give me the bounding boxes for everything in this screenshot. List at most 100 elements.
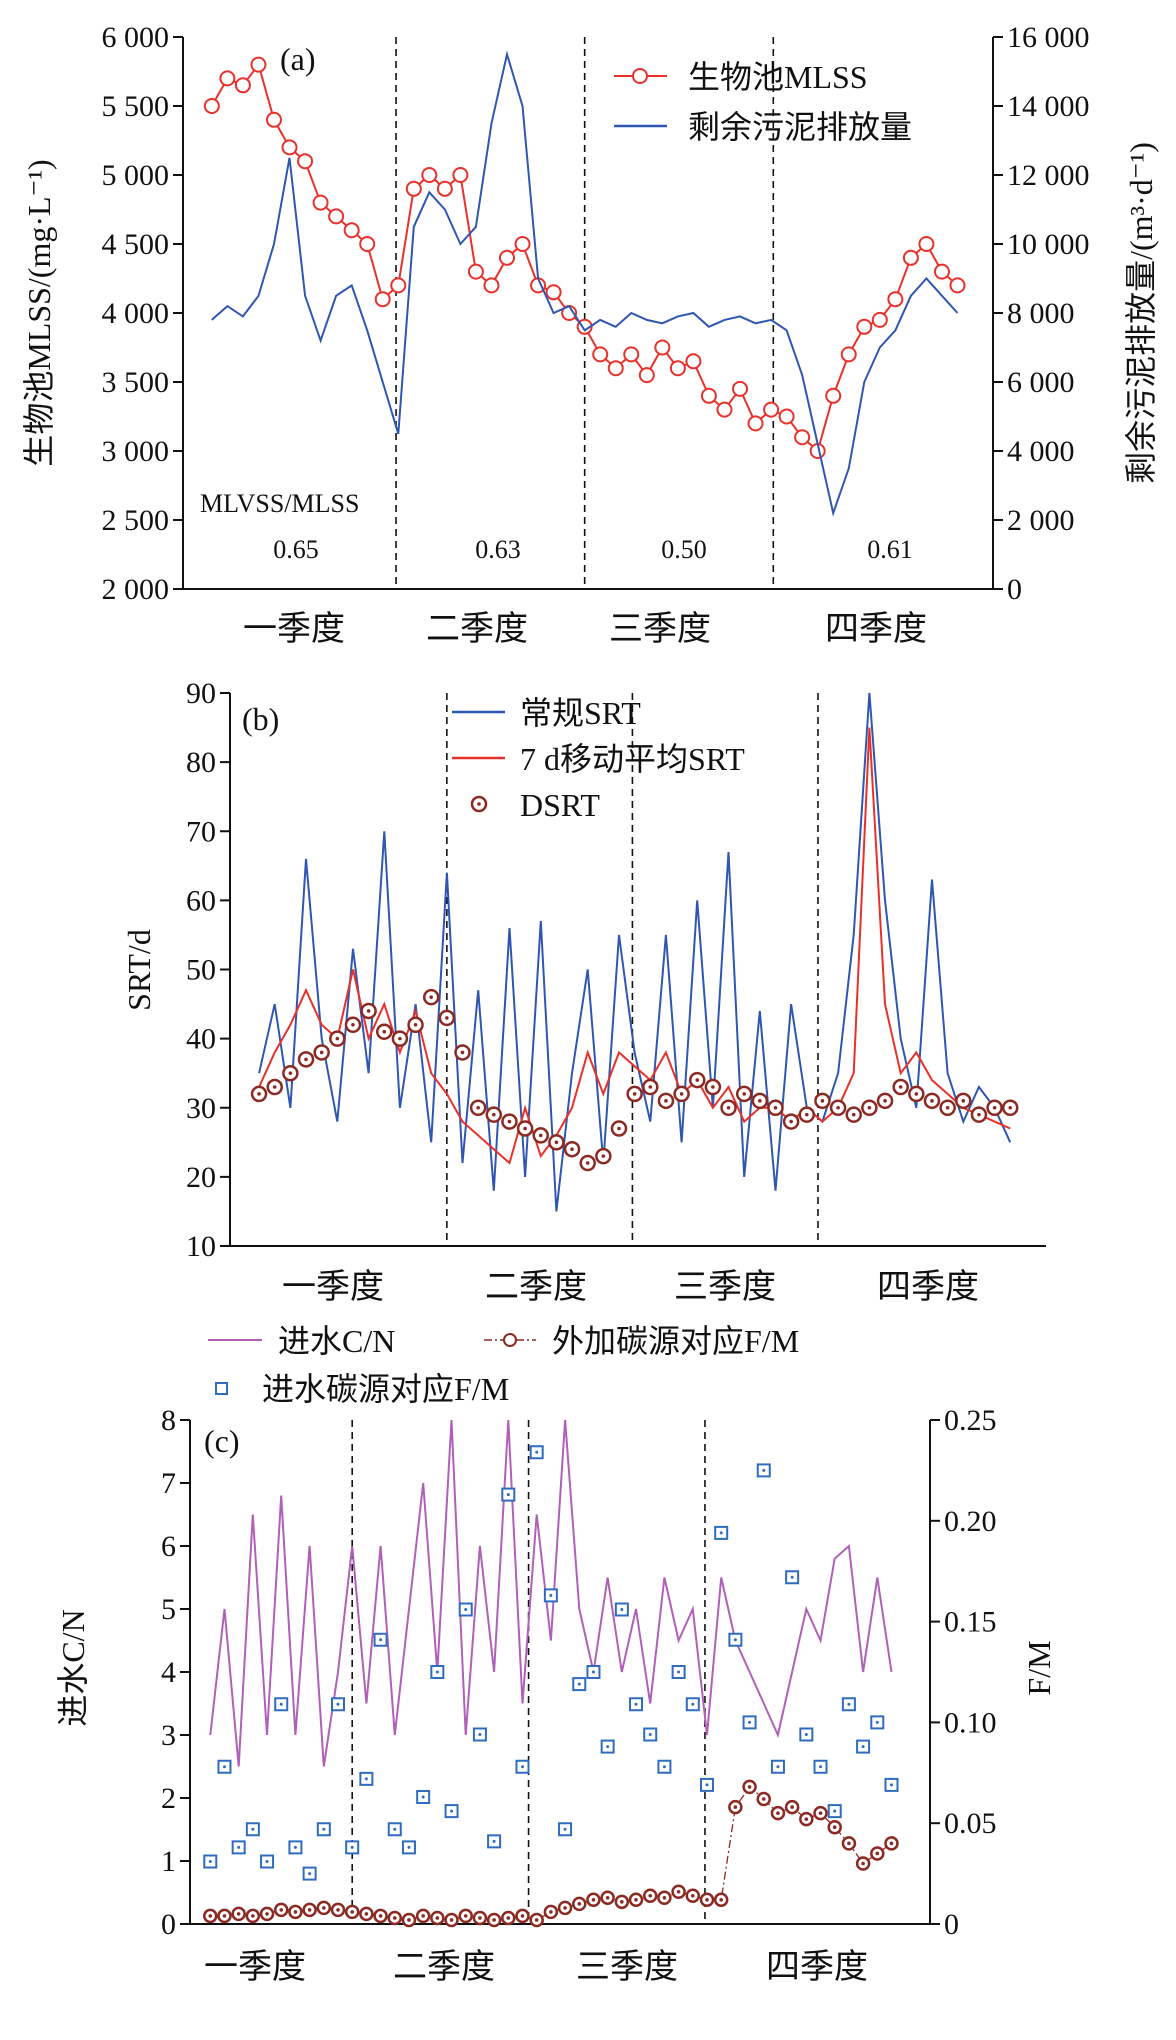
panel-c-series-2-point-dot (705, 1898, 709, 1902)
panel-b-series-2-point-dot (570, 1147, 574, 1152)
panel-c-series-2-point-dot (761, 1797, 766, 1801)
legend-inf-marker (215, 1382, 228, 1395)
panel-a-ytick-label: 2 500 (102, 504, 170, 537)
panel-a-series-0-point (638, 367, 655, 384)
panel-b-legend: 常规SRT 7 d移动平均SRT DSRT (452, 695, 745, 823)
panel-a-ytick-label: 2 000 (102, 573, 170, 606)
panel-c-series-2-point-dot (790, 1805, 794, 1809)
panel-c-series-1-point-dot (591, 1670, 595, 1674)
panel-c-series-2-point-dot (875, 1851, 880, 1856)
panel-c-series-2-point-dot (563, 1906, 567, 1910)
panel-b-series-2-point-dot (664, 1099, 668, 1103)
panel-a-series-0-point (281, 139, 298, 156)
panel-b-series-2-point-dot (257, 1092, 261, 1096)
legend-ext-marker (503, 1333, 517, 1347)
legend-inf-label: 进水碳源对应F/M (262, 1371, 509, 1407)
panel-b-series-2-point-dot (820, 1099, 825, 1103)
panel-c-series-2-point-dot (251, 1914, 255, 1918)
panel-c-series-2-point-dot (591, 1898, 596, 1902)
panel-c-series-1-point-dot (379, 1638, 383, 1642)
panel-b-series-2-point-dot (695, 1078, 700, 1082)
legend-mlss-marker (632, 68, 648, 84)
panel-a-y2tick-label: 8 000 (1007, 297, 1075, 330)
panel-c-y2label: F/M (1021, 1640, 1057, 1695)
legend-dsrt-dot (477, 802, 481, 806)
panel-b-series-2-point-dot (789, 1119, 793, 1124)
panel-b-series-2-point-dot (319, 1050, 324, 1055)
panel-a-series-0-point (545, 284, 562, 301)
panel-c-series-2-point-dot (236, 1912, 241, 1916)
panel-a-series-0-point (203, 98, 220, 114)
panel-a-ytick-label: 4 000 (102, 297, 170, 330)
panel-c-series-2-point-dot (421, 1914, 425, 1918)
panel-c-series-1-point-dot (804, 1732, 808, 1736)
panel-c-series-1-point-dot (748, 1720, 752, 1724)
panel-c-ytick-label: 1 (161, 1845, 176, 1878)
panel-c-series-2-point-dot (435, 1916, 440, 1920)
panel-c-series-2-point-dot (662, 1895, 667, 1900)
legend-cn-label: 进水C/N (278, 1323, 395, 1359)
panel-a-y2tick-label: 12 000 (1007, 159, 1090, 192)
panel-c-series-2-point-dot (804, 1817, 809, 1821)
panel-c-series-2-point-dot (648, 1893, 653, 1898)
panel-a-series-0-point (234, 77, 251, 94)
panel-a-series-0-point (825, 387, 842, 404)
panel-a-series-0-point (700, 387, 717, 404)
panel-b-series-2-point-dot (898, 1085, 903, 1089)
panel-b-series-2-point-dot (617, 1126, 621, 1131)
panel-b-series-2-point-dot (507, 1119, 512, 1124)
panel-c-ylabel: 进水C/N (55, 1609, 91, 1726)
panel-b-series-2-point-dot (992, 1105, 997, 1110)
panel-a-ytick-label: 4 500 (102, 228, 170, 261)
panel-c-series-1-point-dot (407, 1845, 411, 1849)
panel-a-ytick-label: 6 000 (102, 21, 170, 54)
legend-mlss-label: 生物池MLSS (688, 59, 868, 95)
panel-c-series-1-point-dot (435, 1670, 439, 1674)
panel-b-series-2-point-dot (523, 1126, 527, 1131)
panel-a-series-0-point (328, 208, 345, 225)
panel-c-series-1-point-dot (861, 1745, 865, 1749)
panel-c-series-1-point-dot (336, 1702, 340, 1706)
panel-b-ytick-label: 10 (186, 1230, 216, 1263)
panel-b-series-2-point-dot (773, 1105, 778, 1110)
panel-b-series-2-point-dot (413, 1023, 418, 1027)
panel-c-ytick-label: 6 (161, 1530, 176, 1563)
panel-a-series-0-point (840, 346, 857, 363)
panel-a-series-0-point (467, 263, 484, 280)
panel-b-series-2-point-dot (945, 1105, 950, 1110)
panel-c-series-1-point-dot (237, 1845, 241, 1849)
panel-c-quarter-label: 四季度 (766, 1948, 868, 1986)
panel-b-ytick-label: 90 (186, 677, 216, 710)
panel-c-series-1-point-dot (265, 1860, 269, 1864)
panel-c-series-2-point-dot (577, 1902, 582, 1906)
panel-b-series-2-point-dot (538, 1133, 543, 1138)
panel-c-series-2-point-dot (307, 1908, 312, 1912)
panel-c-ytick-label: 4 (161, 1656, 176, 1689)
panel-c-series-2-point-dot (889, 1841, 894, 1846)
panel-c-series-1-point-dot (364, 1777, 368, 1781)
panel-c-series-1-point-dot (208, 1860, 212, 1864)
panel-a-series-0-point (856, 318, 873, 335)
panel-c-series-1-point-dot (677, 1670, 681, 1674)
panel-a-series-0-point (390, 277, 407, 294)
panel-b-series-2-point-dot (804, 1112, 809, 1117)
panel-c-series-2-point-dot (378, 1914, 383, 1918)
panel-a-series-0-point (219, 70, 236, 87)
panel-b-ytick-label: 80 (186, 746, 216, 779)
panel-b-ytick-label: 60 (186, 884, 216, 917)
panel-c-series-1-point-dot (648, 1732, 652, 1736)
panel-c-ytick-label: 7 (161, 1467, 176, 1500)
panel-a-series-0-point (499, 249, 515, 266)
panel-b-series-2-point-dot (429, 995, 434, 999)
panel-a-series-0-point (949, 277, 966, 294)
panel-b-series-2-point-dot (977, 1112, 981, 1117)
panel-c-series-1-point-dot (634, 1702, 638, 1706)
panel-a-series-0-point (732, 380, 749, 397)
panel-c-series-1-point-dot (819, 1765, 823, 1769)
panel-c-series-1-point-dot (889, 1783, 893, 1787)
panel-a-series-0-point (933, 263, 950, 280)
panel-a-series-0-point (685, 353, 702, 370)
panel-c-series-1-point-dot (662, 1765, 666, 1769)
panel-c-series-1-point-dot (762, 1468, 766, 1472)
panel-c-series-1-point-dot (719, 1531, 723, 1535)
